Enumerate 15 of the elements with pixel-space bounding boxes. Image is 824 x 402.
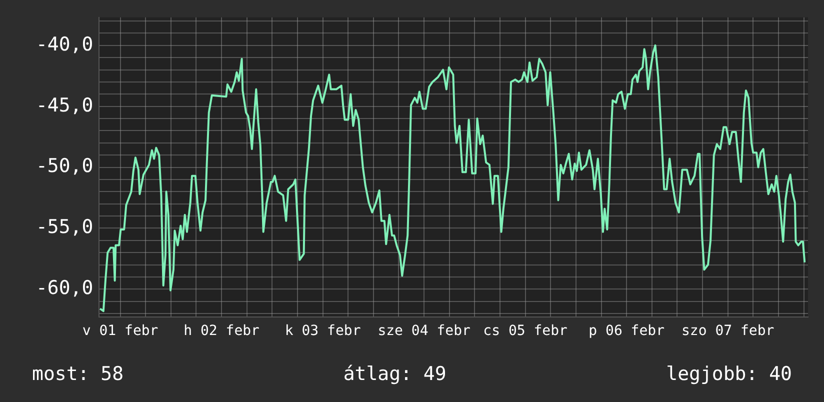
x-tick-label: szo 07 febr xyxy=(681,323,774,340)
x-tick-label: k 03 febr xyxy=(284,323,361,340)
y-tick-label: -60,0 xyxy=(36,277,94,300)
text: átlag: 49 xyxy=(343,363,446,385)
x-tick-label: h 02 febr xyxy=(184,323,260,340)
y-tick-label: -45,0 xyxy=(36,94,94,116)
text: legjobb: 40 xyxy=(666,363,792,385)
y-tick-label: -40,0 xyxy=(36,33,94,56)
x-tick-label: p 06 febr xyxy=(588,323,665,340)
y-tick-label: -55,0 xyxy=(36,216,94,238)
x-tick-label: v 01 febr xyxy=(82,323,158,340)
x-tick-label: sze 04 febr xyxy=(378,323,470,340)
x-tick-label: cs 05 febr xyxy=(483,323,568,340)
y-tick-label: -50,0 xyxy=(36,155,94,178)
text: most: 58 xyxy=(32,363,124,385)
